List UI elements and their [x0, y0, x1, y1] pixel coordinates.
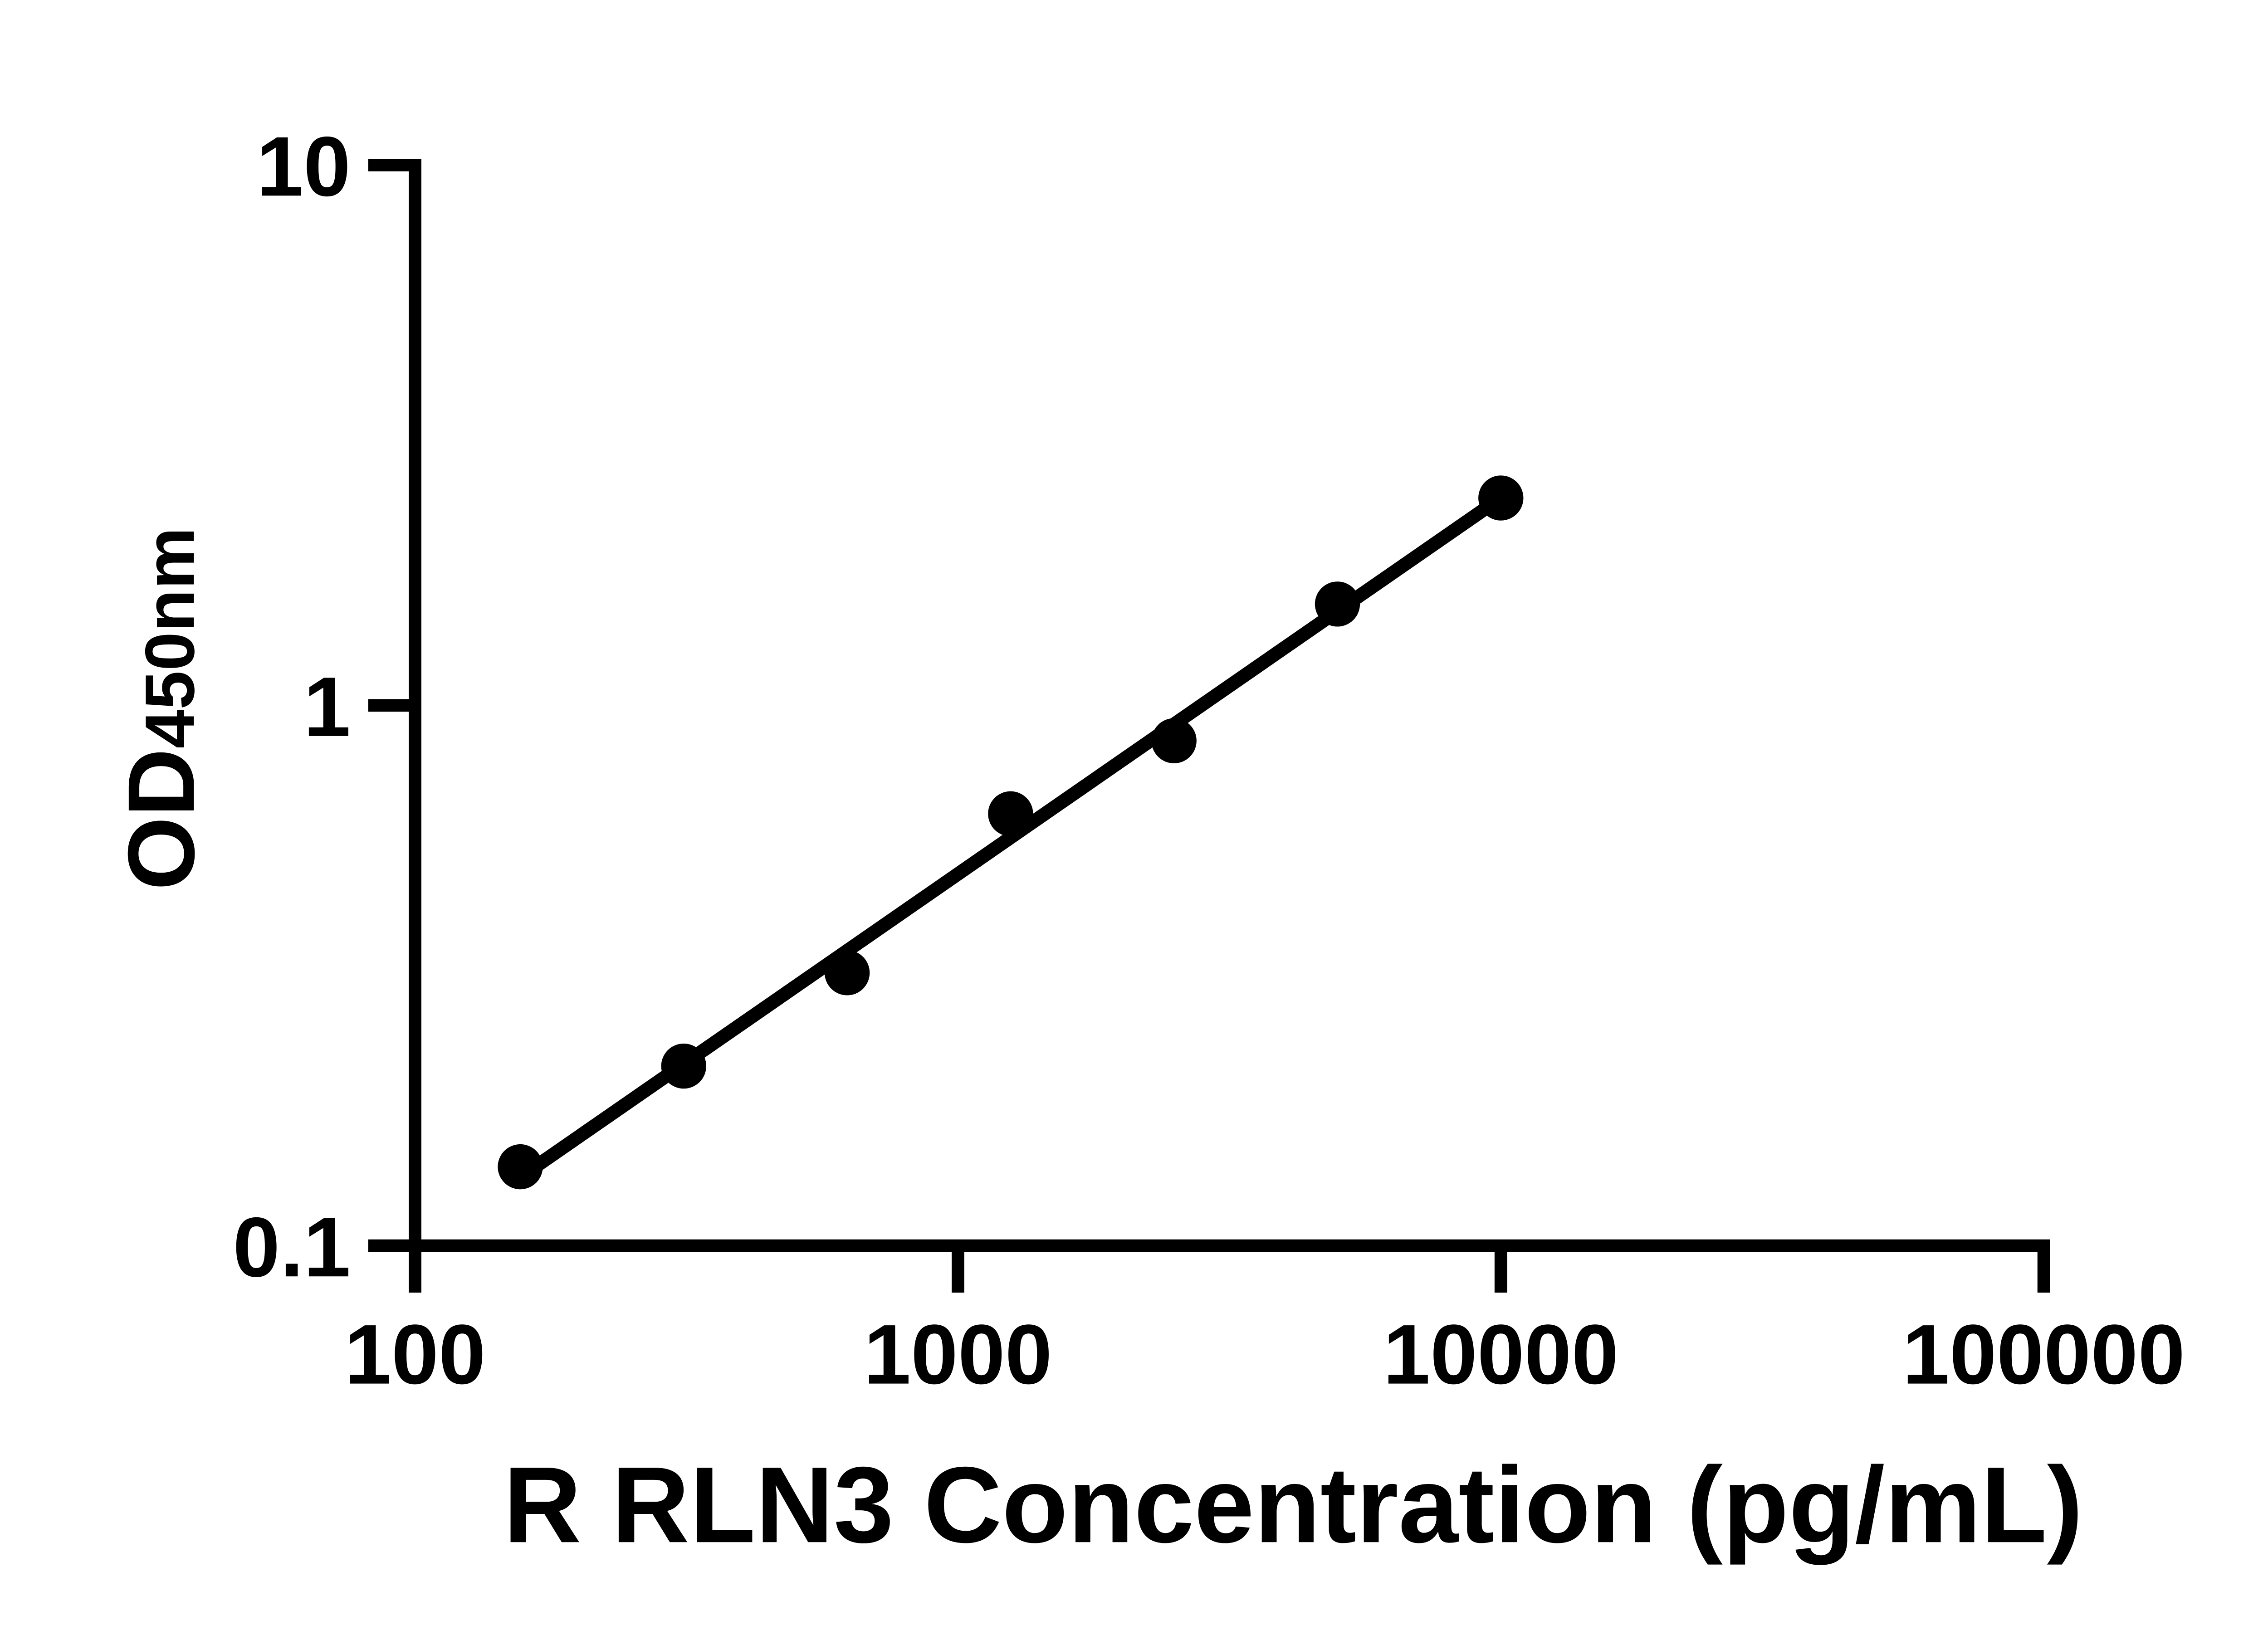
- chart-svg: 0.1 1 10 100 1000 10000 100000 R RLN3 Concentra…: [18, 7, 2268, 1640]
- elisa-standard-curve-figure: 0.1 1 10 100 1000 10000 100000 R RLN3 Concentra…: [18, 7, 2268, 1640]
- data-point: [988, 791, 1033, 836]
- data-point: [825, 950, 870, 995]
- y-axis-title: OD450nm: [108, 527, 214, 890]
- data-point: [1315, 581, 1360, 626]
- x-tick-label: 100: [344, 1307, 486, 1402]
- x-tick-label: 10000: [1383, 1307, 1618, 1402]
- data-point: [661, 1044, 706, 1088]
- y-tick-label: 10: [256, 119, 351, 214]
- y-axis-title-subscript: 450nm: [131, 527, 209, 748]
- x-tick-label: 100000: [1902, 1307, 2185, 1402]
- x-tick-label: 1000: [864, 1307, 1052, 1402]
- y-tick-label: 1: [303, 659, 351, 754]
- y-tick-label: 0.1: [233, 1200, 351, 1294]
- data-point: [498, 1144, 543, 1189]
- x-axis-title: R RLN3 Concentration (pg/mL): [503, 1444, 2083, 1565]
- data-point: [1152, 718, 1197, 763]
- y-axis-title-main: OD: [108, 748, 214, 890]
- data-point: [1478, 475, 1523, 520]
